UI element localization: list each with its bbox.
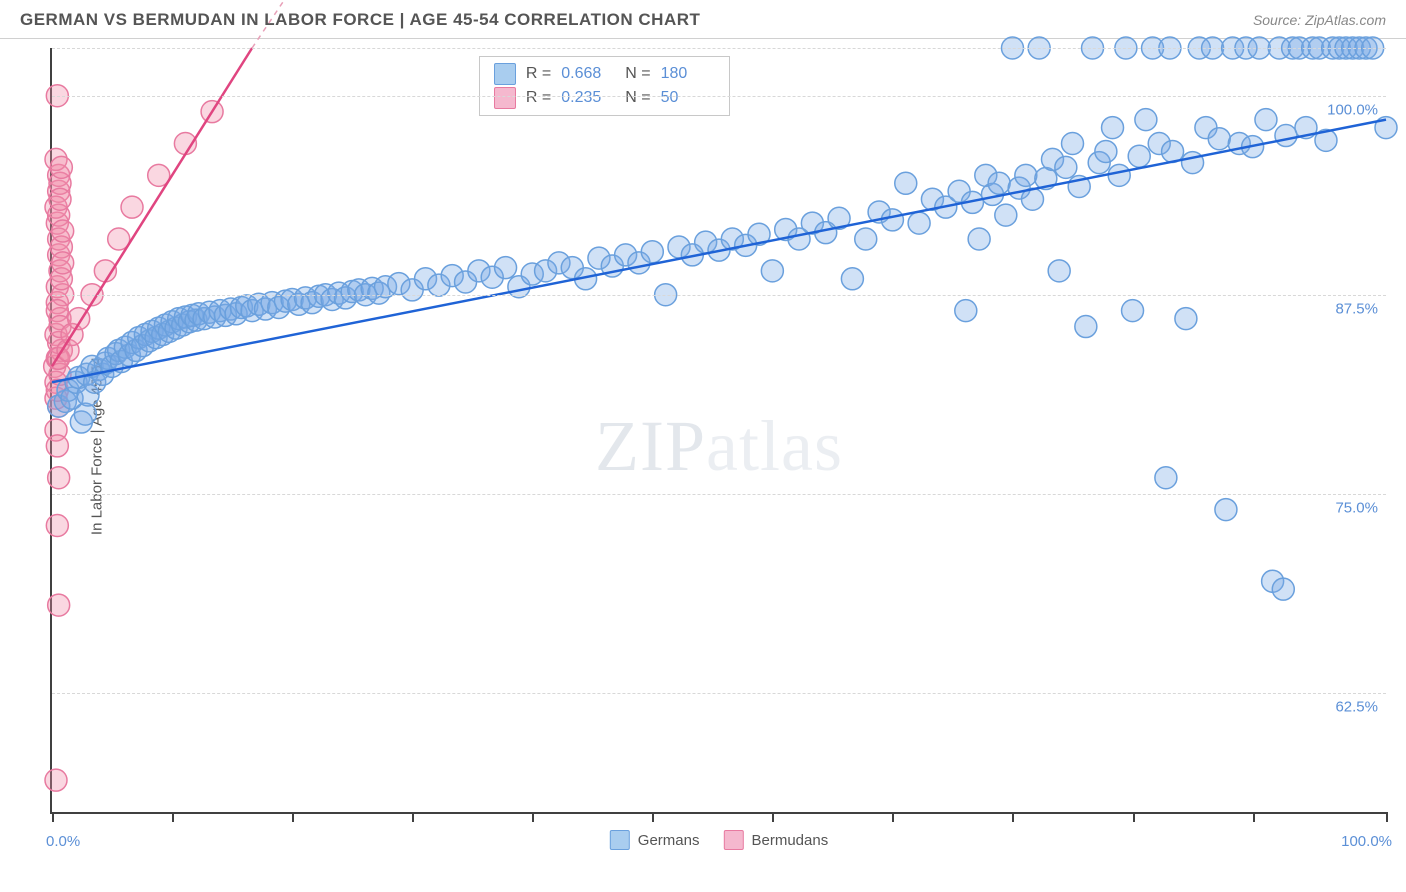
x-tick xyxy=(52,812,54,822)
legend-item-bermudans: Bermudans xyxy=(723,830,828,850)
swatch-germans xyxy=(494,63,516,85)
y-tick-label: 62.5% xyxy=(1335,698,1378,715)
data-point xyxy=(1135,109,1157,131)
x-axis-min-label: 0.0% xyxy=(46,833,80,850)
data-point xyxy=(49,188,71,210)
data-point xyxy=(1272,578,1294,600)
gridline xyxy=(52,494,1386,495)
title-row: GERMAN VS BERMUDAN IN LABOR FORCE | AGE … xyxy=(0,0,1406,39)
n-label: N = xyxy=(625,65,650,83)
legend-swatch-germans xyxy=(610,830,630,850)
data-point xyxy=(641,241,663,263)
data-point xyxy=(955,300,977,322)
data-point xyxy=(1095,140,1117,162)
data-point xyxy=(46,515,68,537)
gridline xyxy=(52,48,1386,49)
data-point xyxy=(841,268,863,290)
gridline xyxy=(52,295,1386,296)
x-tick xyxy=(532,812,534,822)
data-point xyxy=(1215,499,1237,521)
r-label: R = xyxy=(526,65,551,83)
data-point xyxy=(895,172,917,194)
x-tick xyxy=(1012,812,1014,822)
plot-area: ZIPatlas R = 0.668 N = 180 R = 0.235 N =… xyxy=(50,48,1386,814)
data-point xyxy=(1275,125,1297,147)
data-point xyxy=(1062,133,1084,155)
data-point xyxy=(995,204,1017,226)
x-tick xyxy=(172,812,174,822)
stats-legend-box: R = 0.668 N = 180 R = 0.235 N = 50 xyxy=(479,56,730,116)
legend-swatch-bermudans xyxy=(723,830,743,850)
x-tick xyxy=(1253,812,1255,822)
bottom-legend: Germans Bermudans xyxy=(610,830,828,850)
x-axis-max-label: 100.0% xyxy=(1341,833,1392,850)
y-tick-label: 75.0% xyxy=(1335,499,1378,516)
swatch-bermudans xyxy=(494,87,516,109)
y-tick-label: 87.5% xyxy=(1335,300,1378,317)
x-tick xyxy=(892,812,894,822)
stats-row-germans: R = 0.668 N = 180 xyxy=(494,63,715,85)
data-point xyxy=(908,212,930,234)
gridline xyxy=(52,693,1386,694)
n-value-germans: 180 xyxy=(661,65,715,83)
data-point xyxy=(1128,145,1150,167)
data-point xyxy=(1102,117,1124,139)
data-point xyxy=(1155,467,1177,489)
data-point xyxy=(121,196,143,218)
x-tick xyxy=(772,812,774,822)
legend-label-germans: Germans xyxy=(638,832,700,849)
n-label: N = xyxy=(625,89,650,107)
data-point xyxy=(1055,156,1077,178)
data-point xyxy=(1015,164,1037,186)
data-point xyxy=(52,252,74,274)
x-tick xyxy=(1386,812,1388,822)
data-point xyxy=(1122,300,1144,322)
data-point xyxy=(761,260,783,282)
data-point xyxy=(1048,260,1070,282)
data-point xyxy=(46,435,68,457)
data-point xyxy=(1182,152,1204,174)
data-point xyxy=(52,220,74,242)
legend-item-germans: Germans xyxy=(610,830,700,850)
x-tick xyxy=(652,812,654,822)
data-point xyxy=(988,172,1010,194)
chart-svg xyxy=(52,48,1386,812)
gridline xyxy=(52,96,1386,97)
source-attribution: Source: ZipAtlas.com xyxy=(1253,12,1386,28)
data-point xyxy=(855,228,877,250)
x-tick xyxy=(1133,812,1135,822)
data-point xyxy=(1208,128,1230,150)
data-point xyxy=(48,594,70,616)
data-point xyxy=(1075,316,1097,338)
data-point xyxy=(881,209,903,231)
data-point xyxy=(50,156,72,178)
x-tick xyxy=(412,812,414,822)
chart-title: GERMAN VS BERMUDAN IN LABOR FORCE | AGE … xyxy=(20,10,700,30)
data-point xyxy=(968,228,990,250)
stats-row-bermudans: R = 0.235 N = 50 xyxy=(494,87,715,109)
y-tick-label: 100.0% xyxy=(1327,101,1378,118)
data-point xyxy=(45,769,67,791)
x-tick xyxy=(292,812,294,822)
r-label: R = xyxy=(526,89,551,107)
legend-label-bermudans: Bermudans xyxy=(751,832,828,849)
data-point xyxy=(1108,164,1130,186)
r-value-germans: 0.668 xyxy=(561,65,615,83)
data-point xyxy=(1255,109,1277,131)
data-point xyxy=(1175,308,1197,330)
n-value-bermudans: 50 xyxy=(661,89,715,107)
data-point xyxy=(48,467,70,489)
data-point xyxy=(495,257,517,279)
chart-container: GERMAN VS BERMUDAN IN LABOR FORCE | AGE … xyxy=(0,0,1406,892)
r-value-bermudans: 0.235 xyxy=(561,89,615,107)
